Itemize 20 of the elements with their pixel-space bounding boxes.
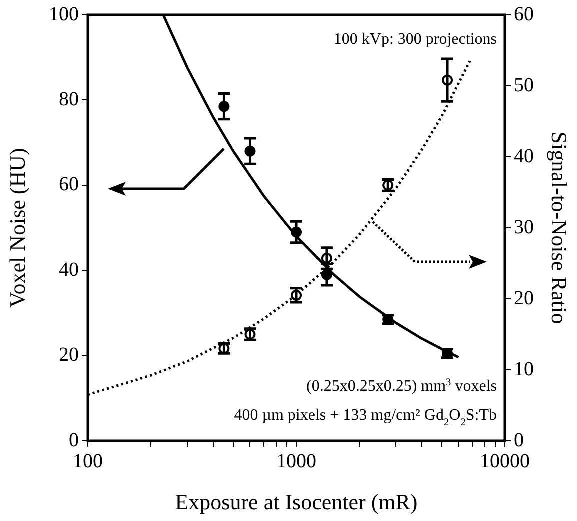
y2-tick-label: 0 bbox=[514, 429, 524, 452]
x-tick-label: 100 bbox=[73, 450, 103, 472]
x-tick-label: 1000 bbox=[276, 450, 316, 472]
x-axis-title: Exposure at Isocenter (mR) bbox=[175, 490, 418, 515]
y2-axis-title: Signal-to-Noise Ratio bbox=[547, 132, 572, 324]
y-tick-label: 40 bbox=[59, 258, 79, 281]
y-tick-label: 60 bbox=[59, 174, 79, 196]
y-tick-label: 20 bbox=[59, 344, 79, 366]
y-tick-label: 100 bbox=[49, 3, 79, 26]
y2-tick-label: 60 bbox=[514, 3, 534, 26]
y2-tick-label: 10 bbox=[514, 358, 534, 380]
y2-tick-label: 20 bbox=[514, 287, 534, 310]
annotation: 100 kVp: 300 projections bbox=[334, 31, 497, 48]
y-tick-label: 80 bbox=[59, 88, 79, 110]
y-tick-label: 0 bbox=[69, 429, 79, 452]
y-axis-title: Voxel Noise (HU) bbox=[4, 148, 30, 308]
y2-tick-label: 40 bbox=[514, 145, 534, 168]
y2-tick-label: 50 bbox=[514, 74, 534, 96]
x-tick-label: 10000 bbox=[480, 450, 530, 472]
y2-tick-label: 30 bbox=[514, 216, 534, 238]
